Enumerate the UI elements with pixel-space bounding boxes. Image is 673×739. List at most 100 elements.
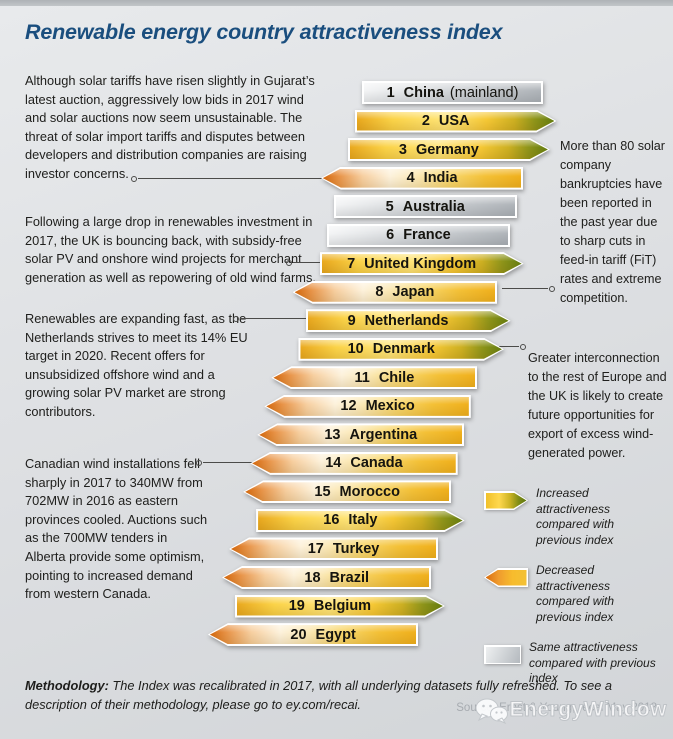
- legend-item-decreased: Decreased attractiveness compared with p…: [484, 563, 659, 625]
- rank-number: 18: [304, 569, 321, 586]
- rank-number: 19: [288, 598, 305, 615]
- country-name: Chile: [378, 369, 415, 386]
- same-bar: [362, 81, 543, 104]
- rank-number: 5: [385, 198, 394, 215]
- annotation-canada: Canadian wind installations fell sharply…: [25, 456, 208, 602]
- country-name: Canada: [350, 455, 403, 472]
- wechat-icon: [473, 695, 509, 725]
- rank-number: 7: [347, 255, 356, 272]
- methodology-body: The Index was recalibrated in 2017, with…: [25, 678, 613, 712]
- decreased-arrow: [243, 480, 452, 504]
- rank-row-china: 1 China (mainland): [362, 81, 543, 104]
- increased-arrow: [235, 595, 445, 618]
- rank-row-argentina: 13 Argentina: [257, 423, 465, 447]
- methodology-text: Methodology: The Index was recalibrated …: [25, 677, 657, 714]
- increased-arrow: [348, 138, 550, 161]
- rank-row-australia: 5 Australia: [333, 195, 517, 219]
- annotation-uk: Following a large drop in renewables inv…: [25, 214, 316, 285]
- watermark: EnergyWindow: [473, 695, 667, 725]
- top-strip: [0, 0, 673, 6]
- country-name: Turkey: [332, 540, 380, 557]
- rank-number: 17: [307, 540, 324, 557]
- rank-number: 10: [347, 341, 364, 358]
- decreased-arrow: [250, 451, 458, 475]
- annotation-interconnection: Greater interconnection to the rest of E…: [528, 351, 667, 460]
- rank-number: 11: [354, 369, 370, 386]
- rank-number: 1: [386, 84, 395, 101]
- watermark-text: EnergyWindow: [509, 698, 667, 722]
- rank-number: 9: [347, 312, 356, 329]
- increased-arrow: [256, 509, 465, 532]
- rank-row-mexico: 12 Mexico: [264, 394, 471, 418]
- country-name: Morocco: [339, 483, 400, 500]
- increased-arrow: [320, 252, 524, 275]
- rank-number: 4: [406, 170, 415, 187]
- rank-row-india: 4 India: [320, 166, 524, 190]
- rank-number: 6: [386, 227, 395, 244]
- country-name: Egypt: [315, 626, 356, 643]
- rank-row-united-kingdom: 7 United Kingdom: [320, 252, 524, 275]
- rank-row-morocco: 15 Morocco: [243, 480, 452, 504]
- rank-row-belgium: 19 Belgium: [235, 595, 445, 618]
- legend-item-increased: Increased attractiveness compared with p…: [484, 486, 659, 548]
- decreased-arrow-icon: [484, 568, 528, 587]
- connector-line-denmark: [499, 343, 526, 350]
- decreased-arrow: [292, 280, 498, 304]
- connector-line-canada: [196, 459, 263, 466]
- rank-number: 3: [398, 141, 407, 158]
- country-name: Japan: [392, 284, 435, 301]
- country-name: Brazil: [329, 569, 370, 586]
- rank-row-germany: 3 Germany: [348, 138, 550, 161]
- legend-item-same: Same attractiveness compared with previo…: [484, 640, 659, 687]
- country-name: Mexico: [365, 398, 415, 415]
- decreased-arrow: [207, 623, 419, 647]
- decreased-arrow: [264, 394, 471, 418]
- country-name: Australia: [402, 198, 465, 215]
- country-name: India: [423, 170, 458, 187]
- methodology-label: Methodology:: [25, 678, 109, 693]
- rank-row-italy: 16 Italy: [256, 509, 465, 532]
- country-name: United Kingdom: [364, 255, 477, 272]
- country-name: China: [403, 84, 444, 101]
- increased-arrow: [355, 110, 557, 133]
- rank-number: 20: [290, 626, 307, 643]
- country-name: Denmark: [372, 341, 435, 358]
- rank-row-egypt: 20 Egypt: [207, 623, 419, 647]
- decreased-arrow: [320, 166, 524, 190]
- rank-row-canada: 14 Canada: [250, 451, 458, 475]
- rank-number: 2: [421, 113, 430, 130]
- same-bar: [326, 223, 511, 247]
- country-suffix: (mainland): [449, 84, 519, 101]
- rank-number: 8: [375, 284, 384, 301]
- decreased-arrow: [271, 366, 478, 390]
- increased-arrow: [306, 309, 511, 332]
- country-name: Germany: [415, 141, 479, 158]
- page-title: Renewable energy country attractiveness …: [25, 20, 503, 44]
- rank-number: 14: [325, 455, 342, 472]
- rank-number: 16: [323, 512, 340, 529]
- country-name: Netherlands: [364, 312, 449, 329]
- legend-label: Decreased attractiveness compared with p…: [536, 563, 615, 624]
- rank-row-turkey: 17 Turkey: [229, 537, 439, 561]
- connector-line-uk: [286, 259, 323, 266]
- rank-row-japan: 8 Japan: [292, 280, 498, 304]
- rank-row-usa: 2 USA: [355, 110, 557, 133]
- increased-arrow-icon: [484, 491, 528, 510]
- rank-row-chile: 11 Chile: [271, 366, 478, 390]
- annotation-india-gujarat: Although solar tariffs have risen slight…: [25, 73, 315, 181]
- connector-line-netherlands: [233, 315, 307, 322]
- same-bar: [333, 195, 517, 219]
- annotation-netherlands: Renewables are expanding fast, as the Ne…: [25, 311, 248, 419]
- country-name: Argentina: [349, 426, 418, 443]
- connector-line-india: [131, 175, 325, 182]
- country-name: Italy: [348, 512, 378, 529]
- country-name: USA: [438, 113, 470, 130]
- legend: Increased attractiveness compared with p…: [484, 486, 659, 702]
- same-rect-icon: [484, 645, 521, 664]
- connector-line-japan: [502, 285, 555, 292]
- rank-number: 13: [324, 426, 341, 443]
- legend-label: Same attractiveness compared with previo…: [529, 640, 656, 685]
- rank-row-denmark: 10 Denmark: [298, 338, 504, 361]
- country-name: France: [403, 227, 451, 244]
- country-name: Belgium: [313, 598, 372, 615]
